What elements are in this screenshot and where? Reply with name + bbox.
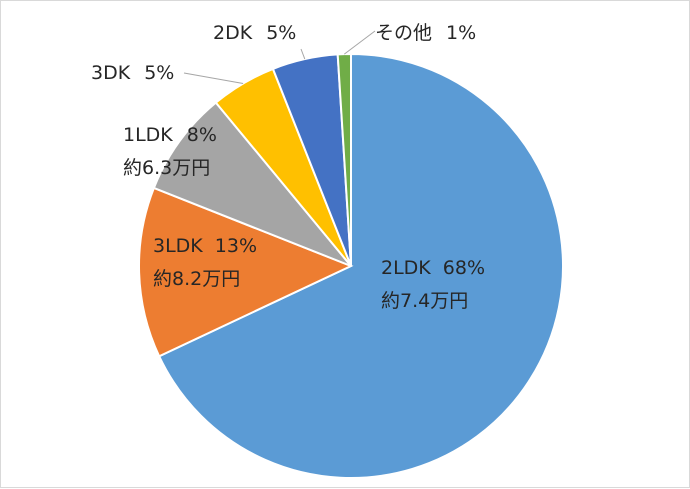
leader-line-4	[300, 48, 306, 60]
leader-lines	[183, 30, 376, 84]
pie-slice-0	[157, 52, 564, 479]
pie-slice-1	[138, 186, 354, 358]
label-1ldk: 1LDK 8%	[123, 124, 217, 146]
pie-slices	[138, 52, 564, 479]
leader-line-5	[343, 30, 376, 55]
sublabel-1ldk: 約6.3万円	[123, 157, 210, 179]
label-3dk: 3DK 5%	[91, 62, 174, 84]
label-3ldk: 3LDK 13%	[153, 235, 257, 257]
sublabel-2ldk: 約7.4万円	[381, 290, 468, 312]
sublabel-3ldk: 約8.2万円	[153, 268, 240, 290]
label-2ldk: 2LDK 68%	[381, 257, 485, 279]
pie-slice-2	[152, 101, 352, 267]
label-2dk: 2DK 5%	[213, 22, 296, 44]
leader-line-3	[183, 72, 244, 84]
label-other: その他 1%	[375, 22, 476, 44]
slice-labels: 2LDK 68% 約7.4万円 3LDK 13% 約8.2万円 1LDK 8% 約6.…	[91, 22, 485, 312]
